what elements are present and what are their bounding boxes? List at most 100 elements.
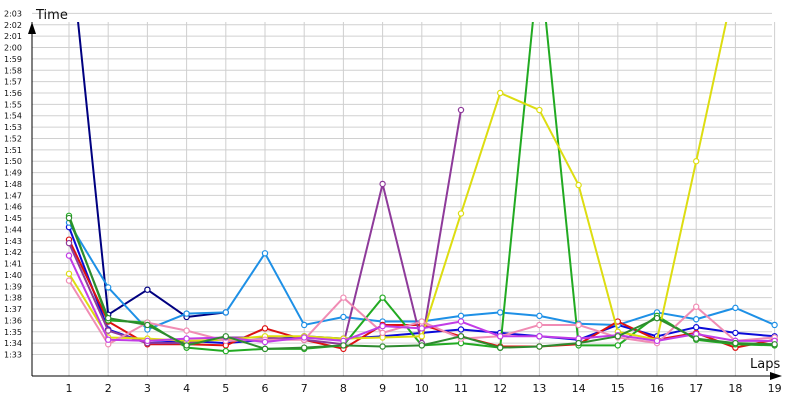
y-tick-label: 1:51 — [4, 146, 22, 155]
y-tick-label: 1:50 — [4, 157, 22, 166]
y-tick-label: 1:53 — [4, 123, 22, 132]
data-point — [457, 318, 465, 325]
y-tick-label: 1:39 — [4, 282, 22, 291]
data-point — [104, 327, 112, 334]
x-tick-label: 7 — [301, 382, 308, 395]
data-point — [301, 321, 308, 329]
data-point — [536, 333, 543, 340]
data-point — [418, 342, 425, 349]
data-point — [614, 333, 622, 340]
data-point — [261, 325, 269, 332]
y-tick-label: 1:43 — [4, 237, 22, 246]
x-tick-label: 10 — [415, 382, 429, 395]
x-tick-label: 18 — [728, 382, 742, 395]
data-point — [65, 270, 73, 277]
data-point — [693, 335, 700, 342]
data-point — [732, 339, 739, 347]
y-tick-label: 1:41 — [4, 260, 22, 269]
y-tick-label: 1:35 — [4, 328, 22, 337]
data-point — [379, 294, 386, 301]
data-point — [614, 342, 622, 349]
data-point — [301, 334, 308, 341]
data-point — [457, 333, 465, 340]
data-point — [379, 322, 386, 330]
data-point — [575, 181, 582, 189]
x-axis-title: Laps — [750, 357, 780, 372]
data-point — [575, 321, 582, 329]
data-point — [144, 286, 151, 293]
data-point — [222, 347, 229, 355]
data-point — [497, 309, 504, 316]
y-tick-label: 1:48 — [4, 180, 22, 189]
y-tick-label: 1:44 — [4, 225, 22, 234]
x-tick-label: 2 — [105, 382, 112, 395]
data-point — [536, 343, 543, 350]
y-tick-label: 2:01 — [4, 32, 22, 41]
data-point — [693, 158, 700, 165]
x-tick-label: 16 — [650, 382, 664, 395]
y-tick-label: 2:02 — [4, 21, 22, 30]
data-point — [379, 343, 386, 350]
y-tick-label: 1:45 — [4, 214, 22, 223]
data-point — [732, 304, 739, 312]
data-point — [183, 327, 190, 334]
series-group — [65, 22, 778, 355]
data-point — [536, 312, 543, 320]
y-tick-label: 1:59 — [4, 55, 22, 64]
data-point — [222, 309, 229, 316]
data-point — [497, 333, 504, 340]
y-tick-label: 1:46 — [4, 203, 22, 212]
data-point — [732, 329, 739, 337]
series-7 — [65, 22, 728, 345]
data-point — [497, 344, 504, 351]
y-axis-arrow — [28, 22, 36, 34]
data-point — [693, 303, 700, 310]
y-tick-label: 1:38 — [4, 294, 22, 303]
x-tick-labels: 1 2 3 4 5 6 7 8 9 10 11 12 13 14 15 16 17 18 19 — [66, 382, 782, 395]
data-point — [693, 324, 700, 331]
x-tick-label: 3 — [144, 382, 151, 395]
data-point — [301, 344, 308, 351]
y-tick-label: 1:47 — [4, 191, 22, 200]
data-point — [261, 250, 269, 257]
y-axis-title: Time — [35, 8, 68, 23]
x-tick-label: 13 — [532, 382, 546, 395]
data-point — [222, 333, 229, 340]
data-point — [340, 294, 347, 301]
x-tick-label: 6 — [262, 382, 269, 395]
data-point — [144, 337, 151, 345]
x-tick-label: 11 — [454, 382, 468, 395]
data-point — [653, 337, 661, 345]
data-point — [104, 284, 112, 291]
data-point — [65, 239, 73, 247]
y-tick-labels: 1:33 1:34 1:35 1:36 1:37 1:38 1:39 1:40 1:41 1:42… — [4, 9, 22, 359]
y-tick-label: 1:58 — [4, 66, 22, 75]
y-tick-label: 1:54 — [4, 112, 22, 121]
data-point — [693, 316, 700, 323]
data-point — [379, 180, 386, 188]
y-tick-label: 1:33 — [4, 351, 22, 360]
y-tick-label: 1:55 — [4, 100, 22, 109]
data-point — [418, 325, 425, 332]
data-point — [183, 342, 190, 349]
data-point — [536, 321, 543, 329]
x-tick-label: 15 — [611, 382, 625, 395]
y-tick-label: 1:40 — [4, 271, 22, 280]
data-point — [340, 342, 347, 349]
data-point — [144, 321, 151, 329]
x-tick-label: 9 — [379, 382, 386, 395]
data-point — [340, 313, 347, 321]
data-point — [457, 106, 465, 114]
data-point — [65, 252, 73, 259]
x-axis-arrow — [770, 372, 782, 380]
data-point — [183, 335, 190, 342]
y-tick-label: 1:37 — [4, 305, 22, 314]
y-tick-label: 1:36 — [4, 316, 22, 325]
y-tick-label: 1:56 — [4, 89, 22, 98]
data-point — [104, 314, 112, 322]
data-point — [771, 321, 778, 329]
x-tick-label: 4 — [183, 382, 190, 395]
series-10 — [65, 214, 778, 353]
y-tick-label: 2:03 — [4, 9, 22, 18]
